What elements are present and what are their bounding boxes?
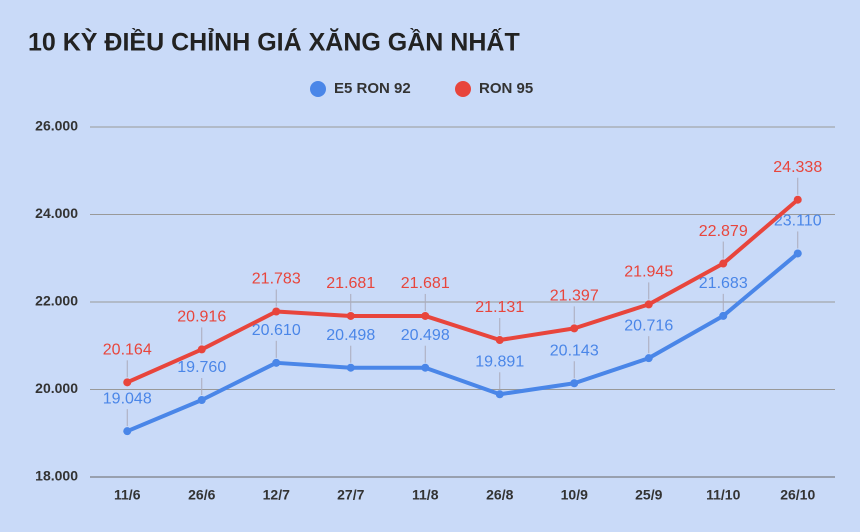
x-tick-label: 12/7: [263, 487, 290, 503]
x-tick-label: 26/8: [486, 487, 513, 503]
x-tick-label: 27/7: [337, 487, 364, 503]
x-tick-label: 26/10: [780, 487, 815, 503]
data-point: [272, 307, 281, 316]
x-tick-label: 11/8: [412, 487, 439, 503]
y-tick-label: 26.000: [35, 118, 78, 134]
data-label: 21.681: [326, 275, 375, 292]
data-label: 22.879: [699, 223, 748, 240]
data-point: [495, 336, 504, 345]
x-tick-label: 26/6: [188, 487, 215, 503]
y-tick-label: 20.000: [35, 380, 78, 396]
data-label: 21.397: [550, 288, 599, 305]
x-tick-label: 25/9: [635, 487, 662, 503]
y-tick-label: 22.000: [35, 293, 78, 309]
legend-marker: [310, 81, 326, 97]
y-tick-label: 24.000: [35, 205, 78, 221]
data-point: [719, 259, 728, 268]
chart-title: 10 KỲ ĐIỀU CHỈNH GIÁ XĂNG GẦN NHẤT: [28, 27, 520, 57]
data-label: 19.048: [103, 390, 152, 407]
data-point: [644, 300, 653, 309]
data-point: [570, 379, 579, 388]
y-tick-label: 18.000: [35, 468, 78, 484]
data-point: [719, 311, 728, 320]
legend-marker: [455, 81, 471, 97]
data-label: 20.498: [401, 327, 450, 344]
data-point: [123, 378, 132, 387]
data-label: 23.110: [774, 213, 822, 230]
data-point: [346, 311, 355, 320]
data-label: 20.498: [326, 327, 375, 344]
data-point: [570, 324, 579, 333]
data-label: 21.681: [401, 275, 450, 292]
data-point: [346, 363, 355, 372]
x-tick-label: 11/10: [706, 487, 740, 503]
series-line: [126, 251, 800, 433]
data-label: 21.683: [699, 275, 748, 292]
data-point: [197, 345, 206, 354]
data-point: [421, 363, 430, 372]
data-point: [793, 195, 802, 204]
data-label: 21.131: [475, 299, 524, 316]
data-point: [272, 358, 281, 367]
data-label: 21.783: [252, 271, 301, 288]
legend-label: E5 RON 92: [334, 80, 411, 97]
x-tick-label: 11/6: [114, 487, 141, 503]
data-label: 19.891: [475, 353, 524, 370]
data-point: [793, 249, 802, 258]
data-point: [197, 396, 206, 404]
data-point: [123, 427, 132, 436]
legend-label: RON 95: [479, 80, 533, 97]
data-label: 20.916: [177, 309, 226, 326]
data-label: 20.143: [550, 342, 599, 359]
data-label: 19.760: [177, 359, 226, 376]
data-point: [644, 354, 653, 363]
data-point: [495, 390, 504, 399]
data-label: 21.945: [624, 264, 673, 281]
data-label: 20.164: [103, 342, 152, 359]
data-point: [421, 311, 430, 320]
series-line: [126, 198, 800, 385]
data-label: 20.610: [252, 322, 301, 339]
data-label: 24.338: [773, 159, 822, 176]
data-label: 20.716: [624, 317, 673, 334]
x-tick-label: 10/9: [561, 487, 588, 503]
